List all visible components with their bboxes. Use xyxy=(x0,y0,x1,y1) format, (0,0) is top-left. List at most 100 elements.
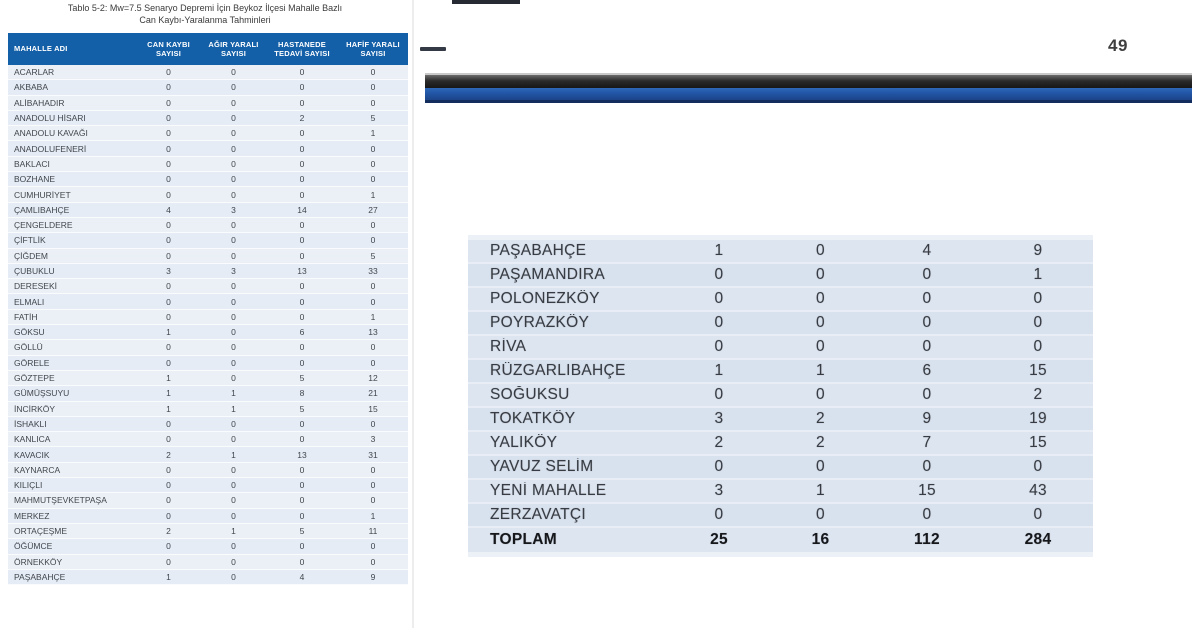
value-cell: 0 xyxy=(166,464,171,475)
table-title: Tablo 5-2: Mw=7.5 Senaryo Depremi İçin B… xyxy=(0,3,410,26)
table-row: POYRAZKÖY 0 0 0 0 xyxy=(468,312,1093,336)
neighborhood-name-cell: ÇİFTLİK xyxy=(14,235,46,246)
column-header: HAFİF YARALI SAYISI xyxy=(346,39,400,58)
value-cell: 21 xyxy=(368,388,378,399)
neighborhood-name-cell: CUMHURİYET xyxy=(14,189,71,200)
value-cell: 0 xyxy=(922,458,932,475)
value-cell: 5 xyxy=(299,373,305,384)
total-row: TOPLAM 25 16 112 284 xyxy=(468,528,1093,552)
value-cell: 0 xyxy=(231,189,236,200)
value-cell: 0 xyxy=(231,82,236,93)
neighborhood-name-cell: PAŞABAHÇE xyxy=(490,242,587,259)
table-row: ÇAMLIBAHÇE 4 3 14 27 xyxy=(8,202,408,218)
table-row: AKBABA 0 0 0 0 xyxy=(8,80,408,96)
value-cell: 3 xyxy=(714,410,724,427)
table-row: FATİH 0 0 0 1 xyxy=(8,309,408,326)
value-cell: 0 xyxy=(231,434,236,445)
value-cell: 13 xyxy=(297,266,307,276)
value-cell: 0 xyxy=(231,571,236,582)
value-cell: 0 xyxy=(231,418,236,429)
neighborhood-name-cell: GÖKSU xyxy=(14,327,45,338)
value-cell: 2 xyxy=(166,449,171,460)
value-cell: 0 xyxy=(231,327,236,338)
value-cell: 11 xyxy=(368,526,378,537)
table-row: ÇUBUKLU 3 3 13 33 xyxy=(8,263,408,280)
value-cell: 0 xyxy=(370,418,376,429)
value-cell: 0 xyxy=(299,235,305,246)
value-cell: 0 xyxy=(231,235,236,246)
value-cell: 16 xyxy=(811,531,830,548)
table-row: GÖRELE 0 0 0 0 xyxy=(8,355,408,371)
band-navy-edge xyxy=(425,100,1192,103)
band-top-edge xyxy=(425,73,1192,75)
value-cell: 0 xyxy=(714,314,724,331)
band-blue-stripe xyxy=(425,88,1192,100)
value-cell: 0 xyxy=(231,342,236,353)
value-cell: 0 xyxy=(231,541,236,552)
value-cell: 0 xyxy=(370,464,376,475)
value-cell: 0 xyxy=(231,357,236,368)
neighborhood-name-cell: İSHAKLI xyxy=(14,418,47,429)
band-dark-stripe xyxy=(425,75,1192,88)
value-cell: 0 xyxy=(714,458,724,475)
value-cell: 284 xyxy=(1024,531,1052,548)
value-cell: 0 xyxy=(816,458,825,475)
value-cell: 2 xyxy=(1033,386,1043,403)
neighborhood-name-cell: ÖĞÜMCE xyxy=(14,541,53,552)
value-cell: 0 xyxy=(166,174,171,185)
neighborhood-name-cell: ANADOLU HİSARI xyxy=(14,113,86,124)
table-row: ORTAÇEŞME 2 1 5 11 xyxy=(8,523,408,540)
value-cell: 5 xyxy=(370,113,376,124)
value-cell: 1 xyxy=(166,373,171,384)
table-row: TOKATKÖY 3 2 9 19 xyxy=(468,408,1093,432)
neighborhood-name-cell: ÇAMLIBAHÇE xyxy=(14,204,70,215)
table-row: ANADOLU KAVAĞI 0 0 0 1 xyxy=(8,126,408,142)
value-cell: 0 xyxy=(166,250,171,261)
value-cell: 1 xyxy=(714,362,724,379)
value-cell: 5 xyxy=(299,526,305,537)
table-row: ACARLAR 0 0 0 0 xyxy=(8,65,408,81)
value-cell: 0 xyxy=(1033,290,1043,307)
column-header: AĞIR YARALI SAYISI xyxy=(208,39,259,58)
neighborhood-name-cell: GÜMÜŞSUYU xyxy=(14,388,70,399)
value-cell: 0 xyxy=(922,386,932,403)
value-cell: 2 xyxy=(166,526,171,537)
value-cell: 0 xyxy=(299,418,305,429)
value-cell: 0 xyxy=(231,97,236,108)
neighborhood-name-cell: ORTAÇEŞME xyxy=(14,526,68,537)
value-cell: 2 xyxy=(816,410,825,427)
value-cell: 0 xyxy=(231,128,236,139)
table-row: KANLICA 0 0 0 3 xyxy=(8,432,408,448)
value-cell: 0 xyxy=(1033,338,1043,355)
value-cell: 1 xyxy=(370,510,376,521)
value-cell: 0 xyxy=(299,97,305,108)
value-cell: 2 xyxy=(299,113,305,124)
value-cell: 1 xyxy=(714,242,724,259)
value-cell: 9 xyxy=(922,410,932,427)
value-cell: 12 xyxy=(368,373,378,384)
value-cell: 1 xyxy=(166,388,171,399)
value-cell: 3 xyxy=(714,482,724,499)
neighborhood-name-cell: RÜZGARLIBAHÇE xyxy=(490,362,626,379)
casualty-table: MAHALLE ADI CAN KAYBI SAYISI AĞIR YARALI S… xyxy=(8,33,408,586)
table-row: GÖLLÜ 0 0 0 0 xyxy=(8,340,408,356)
value-cell: 0 xyxy=(166,311,171,322)
value-cell: 0 xyxy=(816,506,825,523)
neighborhood-name-cell: YAVUZ SELİM xyxy=(490,458,594,475)
neighborhood-name-cell: ÖRNEKKÖY xyxy=(14,556,63,567)
value-cell: 0 xyxy=(166,556,171,567)
value-cell: 1 xyxy=(166,571,171,582)
value-cell: 1 xyxy=(231,388,236,399)
value-cell: 0 xyxy=(370,541,376,552)
table-title-line1: Tablo 5-2: Mw=7.5 Senaryo Depremi İçin B… xyxy=(67,3,343,13)
value-cell: 19 xyxy=(1029,410,1047,427)
column-header: CAN KAYBI SAYISI xyxy=(147,39,190,58)
value-cell: 0 xyxy=(299,174,305,185)
value-cell: 0 xyxy=(299,541,305,552)
table-row: İNCİRKÖY 1 1 5 15 xyxy=(8,401,408,417)
value-cell: 6 xyxy=(299,327,305,338)
value-cell: 0 xyxy=(922,314,932,331)
value-cell: 0 xyxy=(166,235,171,246)
value-cell: 43 xyxy=(1029,482,1047,499)
value-cell: 8 xyxy=(299,388,305,399)
